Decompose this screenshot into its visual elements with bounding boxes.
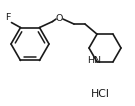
Text: O: O — [56, 14, 63, 23]
Text: HCl: HCl — [91, 89, 109, 99]
Text: F: F — [5, 13, 11, 22]
Text: HN: HN — [87, 56, 101, 65]
